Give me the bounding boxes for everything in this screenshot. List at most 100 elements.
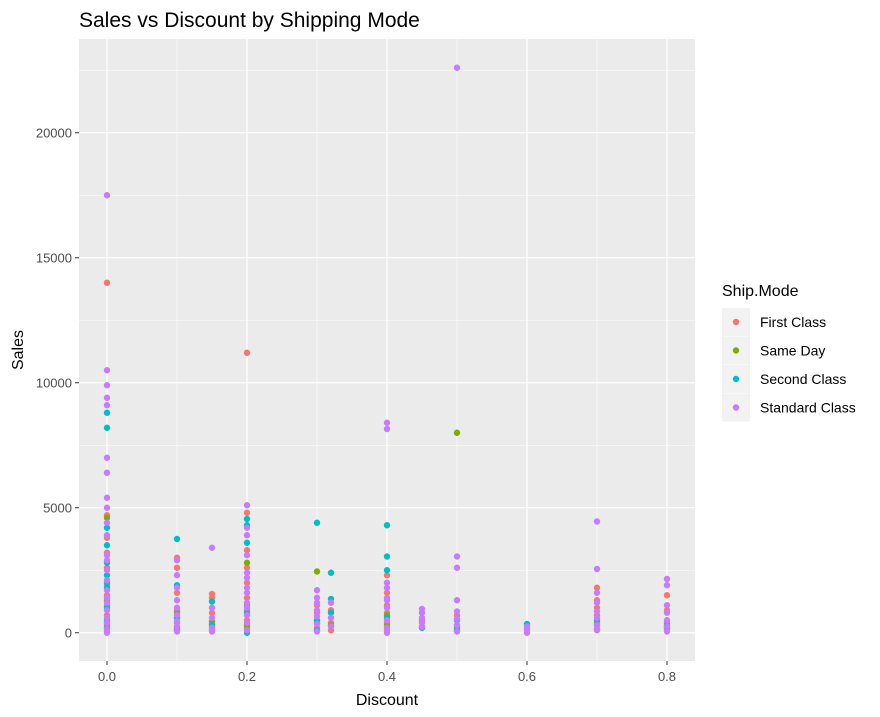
x-tick-label: 0.2	[238, 669, 256, 684]
legend-marker-standard-class	[732, 404, 740, 411]
data-point-standard-class	[103, 567, 111, 574]
data-point-standard-class	[327, 623, 335, 630]
data-point-standard-class	[173, 572, 181, 579]
data-point-standard-class	[103, 494, 111, 501]
data-point-first-class	[243, 509, 251, 516]
data-point-standard-class	[103, 532, 111, 539]
data-point-standard-class	[103, 552, 111, 559]
data-point-standard-class	[173, 597, 181, 604]
x-axis-title: Discount	[356, 692, 419, 709]
data-point-standard-class	[383, 584, 391, 591]
data-point-standard-class	[663, 582, 671, 589]
data-point-standard-class	[453, 597, 461, 604]
chart-title: Sales vs Discount by Shipping Mode	[79, 9, 420, 32]
data-points	[103, 64, 671, 636]
data-point-standard-class	[593, 627, 601, 634]
data-point-standard-class	[103, 382, 111, 389]
legend-marker-first-class	[732, 318, 740, 326]
data-point-standard-class	[103, 469, 111, 476]
data-point-second-class	[103, 542, 111, 549]
data-point-standard-class	[663, 575, 671, 583]
data-point-second-class	[243, 515, 251, 523]
y-tick-label: 15000	[36, 250, 72, 265]
data-point-first-class	[243, 349, 251, 356]
data-point-standard-class	[593, 608, 601, 615]
data-point-standard-class	[383, 604, 391, 611]
legend: Ship.Mode First Class Same Day Second Clas…	[722, 283, 856, 422]
data-point-second-class	[103, 424, 111, 431]
x-tick-label: 0.4	[378, 669, 396, 684]
data-point-first-class	[173, 589, 181, 596]
data-point-standard-class	[383, 579, 391, 586]
data-point-second-class	[243, 539, 251, 546]
y-tick-label: 0	[65, 625, 72, 640]
data-point-standard-class	[103, 607, 111, 614]
x-axis-ticks: 0.0 0.2 0.4 0.6 0.8	[98, 661, 676, 684]
data-point-standard-class	[383, 624, 391, 631]
data-point-standard-class	[418, 623, 426, 630]
data-point-standard-class	[208, 544, 216, 551]
data-point-standard-class	[313, 594, 321, 601]
data-point-standard-class	[453, 608, 461, 615]
data-point-first-class	[383, 572, 391, 579]
data-point-standard-class	[103, 587, 111, 594]
data-point-standard-class	[243, 574, 251, 581]
data-point-standard-class	[103, 519, 111, 526]
data-point-standard-class	[383, 419, 391, 426]
data-point-standard-class	[173, 612, 181, 619]
y-axis-title: Sales	[10, 330, 27, 370]
data-point-standard-class	[173, 628, 181, 635]
data-point-first-class	[243, 547, 251, 554]
data-point-standard-class	[453, 64, 461, 71]
data-point-standard-class	[593, 622, 601, 629]
data-point-standard-class	[103, 192, 111, 199]
data-point-standard-class	[243, 552, 251, 559]
y-tick-label: 20000	[36, 125, 72, 140]
data-point-standard-class	[243, 502, 251, 509]
data-point-second-class	[313, 519, 321, 526]
data-point-same-day	[243, 559, 251, 566]
legend-label-second-class: Second Class	[760, 371, 846, 387]
data-point-standard-class	[453, 564, 461, 571]
data-point-first-class	[593, 584, 601, 591]
legend-label-standard-class: Standard Class	[760, 400, 856, 416]
data-point-same-day	[313, 568, 321, 575]
data-point-standard-class	[313, 587, 321, 594]
data-point-standard-class	[243, 589, 251, 596]
data-point-standard-class	[103, 614, 111, 621]
data-point-standard-class	[418, 614, 426, 621]
data-point-standard-class	[243, 569, 251, 576]
data-point-standard-class	[663, 602, 671, 609]
data-point-first-class	[173, 564, 181, 571]
y-tick-label: 10000	[36, 375, 72, 390]
legend-marker-same-day	[732, 347, 740, 354]
data-point-standard-class	[593, 565, 601, 573]
data-point-standard-class	[173, 623, 181, 630]
data-point-standard-class	[243, 627, 251, 634]
data-point-standard-class	[313, 599, 321, 606]
data-point-standard-class	[453, 628, 461, 635]
data-point-standard-class	[208, 628, 216, 635]
data-point-standard-class	[313, 613, 321, 620]
data-point-standard-class	[593, 589, 601, 596]
legend-label-first-class: First Class	[760, 314, 826, 330]
data-point-standard-class	[383, 617, 391, 624]
legend-label-same-day: Same Day	[760, 343, 825, 359]
data-point-standard-class	[173, 604, 181, 611]
data-point-first-class	[103, 279, 111, 286]
data-point-standard-class	[173, 557, 181, 564]
data-point-first-class	[208, 609, 216, 616]
y-axis-ticks: 0 5000 10000 15000 20000	[36, 125, 79, 640]
data-point-second-class	[208, 598, 216, 605]
x-tick-label: 0.8	[658, 669, 676, 684]
data-point-standard-class	[208, 604, 216, 611]
data-point-standard-class	[453, 615, 461, 623]
data-point-second-class	[173, 535, 181, 543]
x-tick-label: 0.0	[98, 669, 116, 684]
data-point-standard-class	[313, 628, 321, 635]
data-point-first-class	[243, 564, 251, 571]
data-point-standard-class	[593, 599, 601, 606]
data-point-standard-class	[173, 584, 181, 591]
data-point-standard-class	[453, 622, 461, 629]
